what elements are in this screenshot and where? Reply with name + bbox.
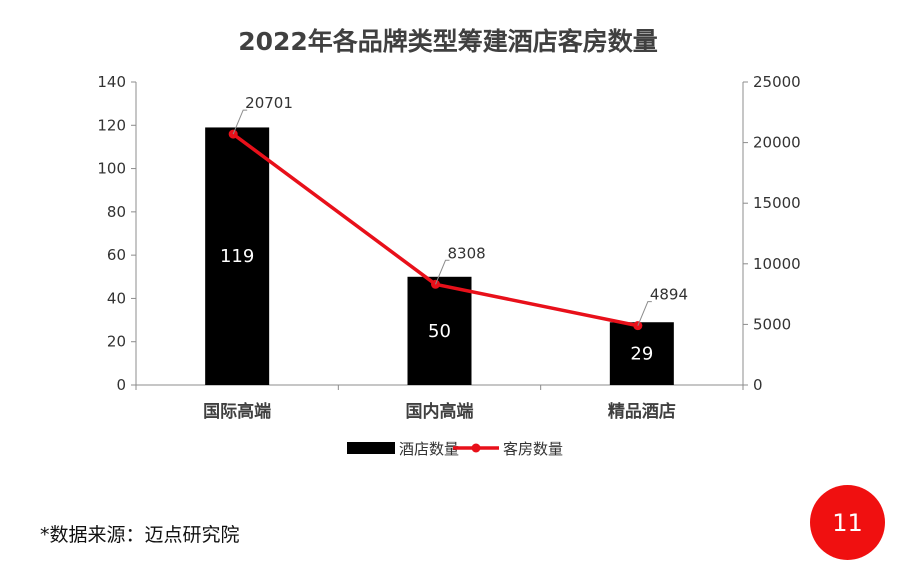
y-left-tick-label: 60 xyxy=(107,246,126,264)
bar xyxy=(609,322,674,385)
bar-value-label: 50 xyxy=(428,321,451,342)
y-left-tick-label: 120 xyxy=(97,116,126,134)
line-value-label: 4894 xyxy=(650,286,688,304)
y-right-tick-label: 20000 xyxy=(753,134,801,152)
chart-title: 2022年各品牌类型筹建酒店客房数量 xyxy=(238,27,658,56)
bar-value-label: 119 xyxy=(220,246,254,267)
x-tick-label: 精品酒店 xyxy=(608,401,676,422)
y-right-tick-label: 15000 xyxy=(753,194,801,212)
axes: 0 20 40 60 80 100 120 140 0 5000 10000 15000 20000 25… xyxy=(97,73,800,422)
legend-label-line: 客房数量 xyxy=(503,440,563,458)
line-series: 20701 8308 4894 xyxy=(228,94,688,331)
data-label-leader xyxy=(232,109,248,135)
legend: 酒店数量 客房数量 xyxy=(347,440,563,458)
legend-swatch-bar xyxy=(347,442,395,454)
bar xyxy=(205,127,270,385)
y-right-tick-label: 0 xyxy=(753,376,763,394)
y-left-tick-label: 100 xyxy=(97,160,126,178)
bars: 119 50 29 xyxy=(205,127,674,385)
y-right-tick-label: 5000 xyxy=(753,315,791,333)
y-right-tick-label: 25000 xyxy=(753,73,801,91)
bar-value-label: 29 xyxy=(630,344,653,365)
legend-label-bar: 酒店数量 xyxy=(399,440,459,458)
data-label-leader xyxy=(637,301,652,326)
x-tick-label: 国际高端 xyxy=(203,401,271,422)
line-value-label: 20701 xyxy=(245,94,293,112)
line-value-label: 8308 xyxy=(448,244,486,262)
x-tick-label: 国内高端 xyxy=(406,401,474,422)
data-label-leader xyxy=(435,259,450,285)
y-left-tick-label: 140 xyxy=(97,73,126,91)
y-right-tick-label: 10000 xyxy=(753,255,801,273)
footnote: *数据来源：迈点研究院 xyxy=(40,524,240,546)
y-left-tick-label: 0 xyxy=(116,376,126,394)
page-number-badge: 11 xyxy=(810,485,885,560)
y-left-tick-label: 40 xyxy=(107,289,126,307)
bar xyxy=(407,276,472,385)
y-left-tick-label: 20 xyxy=(107,333,126,351)
y-left-tick-label: 80 xyxy=(107,203,126,221)
legend-swatch-marker xyxy=(471,443,481,453)
